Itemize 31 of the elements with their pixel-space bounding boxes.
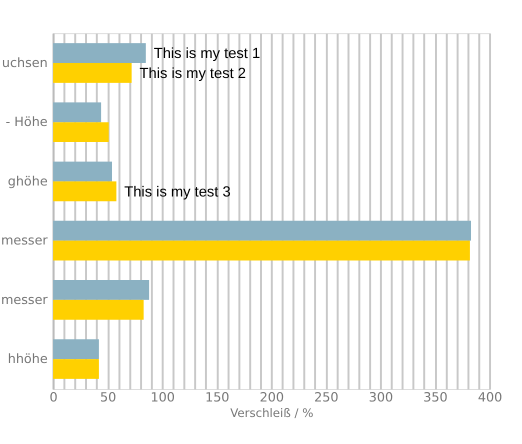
x-tick-label: 50	[100, 390, 116, 406]
x-tick-label: 150	[205, 390, 230, 406]
bar	[53, 240, 470, 260]
x-tick-label: 200	[260, 390, 284, 406]
y-tick-label: - Höhe	[6, 115, 48, 130]
annotation: This is my test 3	[124, 184, 231, 200]
bar	[53, 339, 99, 360]
x-axis-title: Verschleiß / %	[230, 406, 314, 420]
y-tick-label: ghöhe	[8, 174, 48, 190]
x-tick-label: 0	[50, 390, 58, 406]
bar	[53, 43, 146, 64]
x-tick-label: 300	[368, 390, 394, 406]
y-tick-label: uchsen	[2, 56, 48, 71]
bar	[53, 181, 116, 202]
y-tick-label: hhöhe	[8, 352, 48, 368]
bar	[53, 359, 99, 379]
bar	[53, 122, 109, 142]
x-tick-label: 250	[314, 390, 339, 406]
annotation: This is my test 2	[140, 66, 246, 82]
y-tick-label: messer	[0, 292, 48, 308]
x-tick-label: 350	[423, 390, 448, 406]
x-tick-label: 400	[478, 390, 502, 406]
bar	[53, 162, 112, 182]
bar	[53, 280, 150, 300]
y-tick-label: messer	[0, 234, 48, 249]
annotation: This is my test 1	[154, 46, 260, 62]
x-tick-label: 100	[150, 390, 175, 406]
bar	[53, 220, 472, 241]
bar	[53, 300, 144, 320]
bar	[53, 63, 132, 83]
bar	[53, 102, 102, 122]
